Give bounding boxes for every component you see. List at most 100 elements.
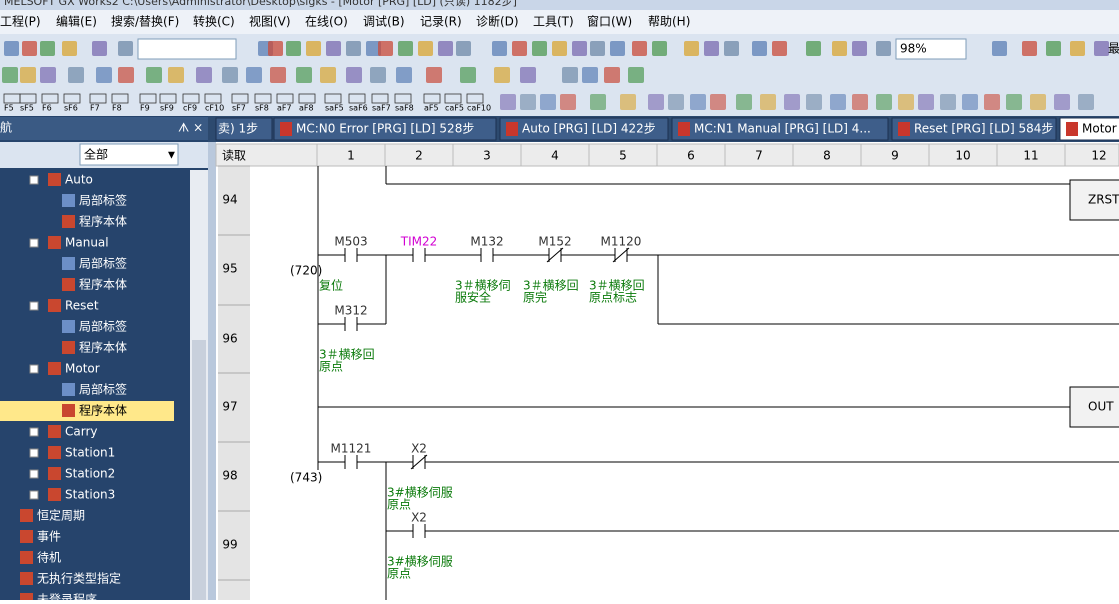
toolbar-button[interactable]: [92, 41, 107, 56]
tab[interactable]: [671, 117, 889, 141]
ladder-tool-icon[interactable]: [19, 93, 37, 104]
tree-item[interactable]: 程序本体: [79, 277, 127, 292]
toolbar-button[interactable]: [1078, 94, 1094, 110]
toolbar-button[interactable]: [512, 41, 527, 56]
toolbar-button[interactable]: [684, 41, 699, 56]
toolbar-button[interactable]: [320, 67, 336, 83]
toolbar-button[interactable]: [668, 94, 684, 110]
combo-box[interactable]: [137, 38, 237, 60]
toolbar-button[interactable]: [418, 41, 433, 56]
toolbar-button[interactable]: [196, 67, 212, 83]
toolbar-button[interactable]: [1030, 94, 1046, 110]
toolbar-button[interactable]: [1070, 41, 1085, 56]
tree-item[interactable]: Manual: [65, 236, 109, 250]
ladder-tool-icon[interactable]: [139, 93, 157, 104]
tree-item[interactable]: Station1: [65, 446, 115, 460]
toolbar-button[interactable]: [590, 94, 606, 110]
menu-item[interactable]: 调试(B): [363, 14, 405, 29]
toolbar-button[interactable]: [118, 67, 134, 83]
menu-item[interactable]: 视图(V): [249, 14, 291, 29]
toolbar-button[interactable]: [398, 41, 413, 56]
menu-item[interactable]: 工程(P): [0, 14, 41, 29]
menu-item[interactable]: 在线(O): [305, 15, 348, 29]
tree-item[interactable]: Station2: [65, 467, 115, 481]
tree-item[interactable]: 无执行类型指定: [37, 571, 121, 586]
tree-item[interactable]: Carry: [65, 425, 98, 439]
menu-item[interactable]: 记录(R): [420, 15, 462, 29]
expand-box[interactable]: [29, 427, 39, 437]
toolbar-button[interactable]: [784, 94, 800, 110]
menu-item[interactable]: 诊断(D): [476, 14, 519, 29]
ladder-tool-icon[interactable]: [394, 93, 412, 104]
toolbar-button[interactable]: [984, 94, 1000, 110]
ladder-tool-icon[interactable]: [159, 93, 177, 104]
tab[interactable]: [215, 117, 273, 141]
ladder-tool-icon[interactable]: [41, 93, 59, 104]
toolbar-button[interactable]: [562, 67, 578, 83]
toolbar-button[interactable]: [500, 94, 516, 110]
tab[interactable]: [891, 117, 1057, 141]
toolbar-button[interactable]: [628, 67, 644, 83]
filter-dropdown[interactable]: [79, 143, 179, 166]
toolbar-button[interactable]: [494, 67, 510, 83]
ladder-tool-icon[interactable]: [276, 93, 294, 104]
tree-item[interactable]: 未登录程序: [37, 592, 97, 604]
expand-box[interactable]: [29, 490, 39, 500]
toolbar-button[interactable]: [690, 94, 706, 110]
toolbar-button[interactable]: [1046, 41, 1061, 56]
menu-item[interactable]: 帮助(H): [648, 15, 690, 29]
nav-scroll-thumb[interactable]: [192, 340, 206, 600]
tree-item[interactable]: 事件: [37, 530, 61, 544]
toolbar-button[interactable]: [346, 67, 362, 83]
pin-close[interactable]: ᗑ ×: [178, 121, 203, 135]
toolbar-button[interactable]: [246, 67, 262, 83]
tree-item[interactable]: Auto: [65, 173, 93, 187]
toolbar-button[interactable]: [876, 41, 891, 56]
toolbar-button[interactable]: [296, 67, 312, 83]
tree-item[interactable]: 程序本体: [79, 403, 127, 418]
ladder-tool-icon[interactable]: [204, 93, 222, 104]
tab[interactable]: [499, 117, 669, 141]
ladder-tool-icon[interactable]: [324, 93, 342, 104]
zoom-box[interactable]: [895, 38, 967, 60]
ladder-tool-icon[interactable]: [89, 93, 107, 104]
toolbar-button[interactable]: [270, 67, 286, 83]
toolbar-button[interactable]: [752, 41, 767, 56]
toolbar-button[interactable]: [560, 94, 576, 110]
toolbar-button[interactable]: [492, 41, 507, 56]
toolbar-button[interactable]: [438, 41, 453, 56]
tree-item[interactable]: 局部标签: [79, 382, 127, 397]
toolbar-button[interactable]: [40, 67, 56, 83]
ladder-tool-icon[interactable]: [231, 93, 249, 104]
toolbar-button[interactable]: [852, 94, 868, 110]
ladder-tool-icon[interactable]: [298, 93, 316, 104]
toolbar-button[interactable]: [648, 94, 664, 110]
toolbar-button[interactable]: [370, 67, 386, 83]
ladder-tool-icon[interactable]: [371, 93, 389, 104]
toolbar-button[interactable]: [460, 67, 476, 83]
toolbar-button[interactable]: [582, 67, 598, 83]
toolbar-button[interactable]: [572, 41, 587, 56]
toolbar-button[interactable]: [540, 94, 556, 110]
ladder-tool-icon[interactable]: [254, 93, 272, 104]
ladder-tool-icon[interactable]: [111, 93, 129, 104]
toolbar-button[interactable]: [704, 41, 719, 56]
toolbar-button[interactable]: [40, 41, 55, 56]
toolbar-button[interactable]: [20, 67, 36, 83]
toolbar-button[interactable]: [610, 41, 625, 56]
toolbar-button[interactable]: [898, 94, 914, 110]
toolbar-button[interactable]: [1054, 94, 1070, 110]
tab[interactable]: [273, 117, 497, 141]
toolbar-button[interactable]: [772, 41, 787, 56]
toolbar-button[interactable]: [168, 67, 184, 83]
tree-item[interactable]: 程序本体: [79, 214, 127, 229]
toolbar-button[interactable]: [832, 41, 847, 56]
expand-box[interactable]: [29, 238, 39, 248]
toolbar-button[interactable]: [710, 94, 726, 110]
tree-item[interactable]: 恒定周期: [37, 508, 85, 523]
menu-item[interactable]: 转换(C): [193, 14, 235, 29]
toolbar-button[interactable]: [876, 94, 892, 110]
toolbar-button[interactable]: [620, 94, 636, 110]
toolbar-button[interactable]: [22, 41, 37, 56]
menu-item[interactable]: 编辑(E): [56, 14, 97, 29]
